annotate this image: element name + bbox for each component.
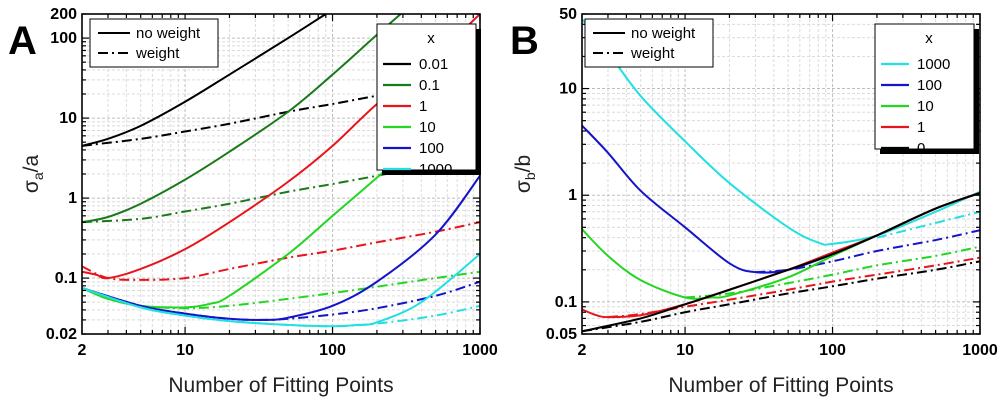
x-tick-label: 1000 [962, 342, 998, 359]
style-legend-box [89, 18, 219, 68]
series-line-x100-weight [82, 280, 480, 321]
style-legend-label: weight [630, 45, 675, 62]
style-legend-label: no weight [136, 25, 201, 42]
panel-a: 2 10 100 1000 0.02 0.1 1 10 100 200 Number of Fitt… [8, 6, 498, 397]
plot-frame [581, 13, 981, 335]
style-legend-box [584, 18, 714, 68]
x-value-legend-label: 1000 [917, 56, 950, 73]
y-tick-label: 1 [68, 190, 77, 207]
y-tick-label: 200 [50, 6, 77, 23]
x-value-legend-label: 0.01 [419, 56, 448, 73]
y-axis-title-tail: /b [512, 155, 535, 173]
series-line-x1-weight [607, 256, 980, 319]
y-tick-label: 1 [568, 187, 577, 204]
series-line-x1-no-weight [582, 192, 980, 319]
y-tick-label: 0.1 [55, 270, 77, 287]
y-axis-title: σb/b [512, 155, 538, 193]
y-axis-title-symbol: σ [512, 180, 535, 193]
series-line-x0p1-weight [82, 169, 404, 224]
ticks [581, 13, 981, 335]
style-legend-label: no weight [631, 25, 696, 42]
y-tick-label: 50 [559, 6, 577, 23]
x-value-legend-label: 100 [419, 140, 444, 157]
x-value-legend-label: 1000 [419, 161, 452, 178]
x-value-legend-label: 10 [917, 98, 934, 115]
x-value-legend-label: 1 [917, 119, 925, 136]
x-value-legend-title: x [427, 30, 435, 47]
series-line-x1-weight [82, 221, 480, 281]
x-tick-label: 2 [78, 342, 87, 359]
series-line-x0p01-weight [82, 91, 404, 147]
x-tick-label: 10 [676, 342, 694, 359]
x-tick-label: 10 [176, 342, 194, 359]
y-tick-label: 100 [50, 30, 77, 47]
series-line-x0p1-no-weight [82, 14, 402, 224]
series-line-x10-no-weight [582, 192, 980, 300]
x-tick-label: 100 [319, 342, 346, 359]
series-line-x10-weight [684, 245, 980, 299]
x-value-legend: x 0.01 0.1 1 10 100 1000 [376, 23, 481, 178]
x-value-legend-box [874, 23, 975, 150]
x-tick-label: 2 [578, 342, 587, 359]
x-axis-title: Number of Fitting Points [168, 374, 393, 397]
y-axis-title: σa/a [20, 155, 46, 194]
series-line-x0p01-no-weight [82, 14, 327, 147]
series-group [582, 18, 980, 333]
series-line-x1000-no-weight [82, 253, 480, 328]
y-tick-label: 10 [59, 110, 77, 127]
y-tick-label: 10 [559, 81, 577, 98]
series-line-x1000-weight [876, 210, 980, 239]
x-value-legend-title: x [925, 30, 933, 47]
x-value-legend-box [376, 23, 477, 171]
panel-letter: B [510, 19, 539, 63]
y-axis-title-symbol: σ [20, 180, 43, 193]
y-tick-label: 0.02 [46, 326, 77, 343]
x-tick-label: 100 [819, 342, 846, 359]
x-value-legend-label: 100 [917, 77, 942, 94]
x-tick-label: 1000 [462, 342, 498, 359]
series-line-x1000-weight [82, 287, 480, 328]
panel-letter: A [8, 19, 37, 63]
x-value-legend-label: 0 [917, 140, 925, 157]
series-line-x1000-no-weight [582, 18, 980, 246]
style-legend: no weight weight [584, 18, 714, 68]
style-legend-label: weight [135, 45, 180, 62]
y-axis-title-subscript: b [522, 172, 538, 180]
series-line-x0-no-weight [582, 192, 980, 333]
y-axis-title-subscript: a [30, 172, 46, 180]
y-tick-label: 0.05 [546, 326, 577, 343]
y-tick-label: 0.1 [555, 294, 577, 311]
style-legend: no weight weight [89, 18, 219, 68]
x-value-legend-label: 10 [419, 119, 436, 136]
x-axis-title: Number of Fitting Points [668, 374, 893, 397]
x-value-legend-label: 1 [419, 98, 427, 115]
series-line-x100-no-weight [82, 175, 480, 321]
y-axis-title-tail: /a [20, 155, 43, 173]
x-value-legend-label: 0.1 [419, 77, 440, 94]
series-line-x0-weight [582, 260, 980, 333]
